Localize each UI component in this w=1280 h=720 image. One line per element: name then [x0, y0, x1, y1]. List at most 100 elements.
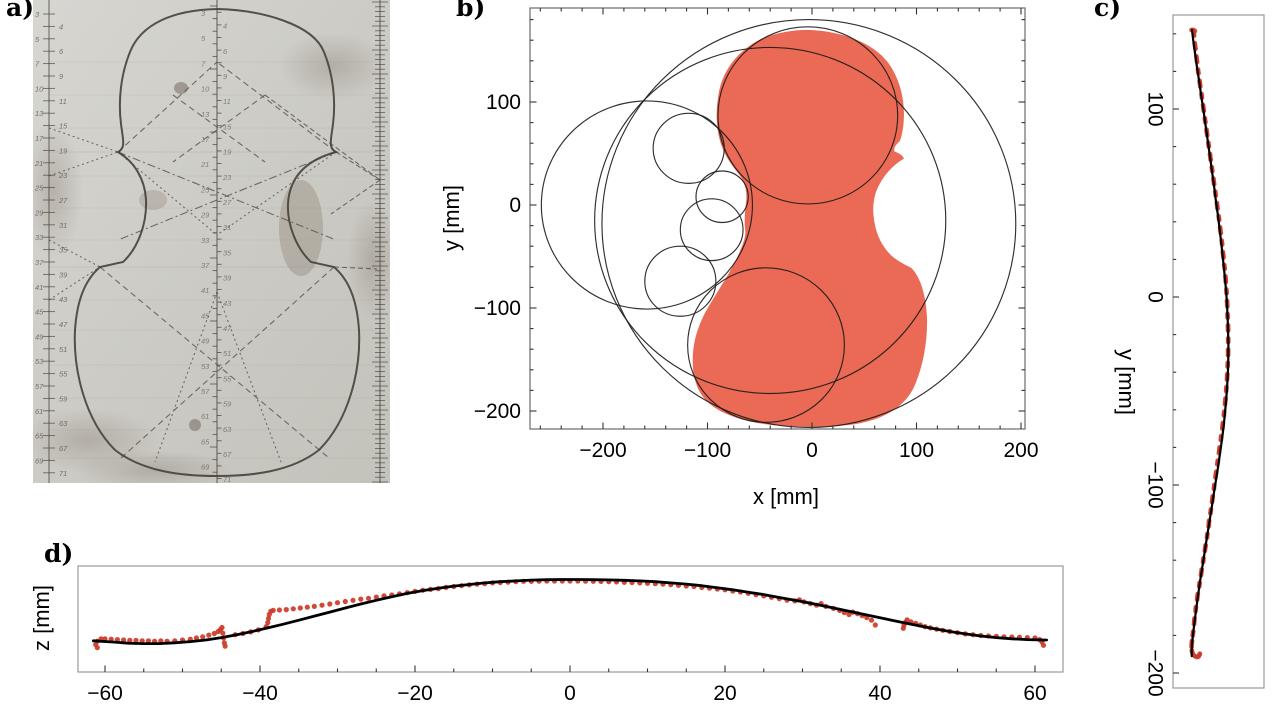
- svg-text:7: 7: [35, 60, 40, 69]
- svg-text:11: 11: [59, 97, 67, 106]
- svg-text:41: 41: [35, 283, 43, 292]
- svg-text:25: 25: [34, 184, 44, 193]
- svg-text:15: 15: [223, 122, 232, 131]
- panel-b-frame: [529, 7, 1026, 430]
- svg-text:−100: −100: [474, 297, 521, 320]
- svg-text:51: 51: [59, 345, 67, 354]
- svg-text:3: 3: [201, 9, 206, 18]
- svg-text:41: 41: [201, 286, 209, 295]
- svg-text:60: 60: [1023, 682, 1046, 705]
- svg-text:21: 21: [34, 159, 43, 168]
- svg-text:40: 40: [868, 682, 891, 705]
- svg-text:0: 0: [1144, 291, 1167, 303]
- ruler-numbers: 3456791011131517192123252729313335373941…: [34, 9, 232, 483]
- panel-b-label: b): [456, 0, 486, 22]
- svg-text:39: 39: [223, 274, 232, 283]
- svg-text:71: 71: [59, 469, 67, 478]
- panel-d-plot: −60 −40 −20 0 20 40 60: [77, 565, 1064, 705]
- svg-text:53: 53: [35, 357, 44, 366]
- svg-text:35: 35: [223, 248, 232, 257]
- circle-construction-geometry: [541, 20, 1015, 428]
- panel-d-data-points: [93, 578, 1047, 651]
- svg-text:23: 23: [58, 171, 68, 180]
- construction-lines: [48, 61, 381, 463]
- svg-text:35: 35: [59, 246, 68, 255]
- svg-text:57: 57: [201, 387, 210, 396]
- svg-text:11: 11: [223, 97, 231, 106]
- svg-text:9: 9: [59, 72, 64, 81]
- svg-text:37: 37: [201, 261, 210, 270]
- svg-text:63: 63: [223, 425, 232, 434]
- svg-text:6: 6: [223, 47, 228, 56]
- svg-text:−100: −100: [684, 439, 731, 462]
- svg-text:10: 10: [201, 85, 210, 94]
- svg-text:25: 25: [200, 185, 210, 194]
- svg-text:4: 4: [59, 22, 63, 31]
- svg-text:63: 63: [59, 419, 68, 428]
- svg-text:71: 71: [223, 475, 231, 483]
- panel-d-ticks: [104, 665, 1036, 672]
- svg-text:23: 23: [222, 173, 232, 182]
- svg-text:−40: −40: [242, 682, 278, 705]
- svg-text:200: 200: [1003, 439, 1038, 462]
- svg-text:55: 55: [223, 374, 232, 383]
- svg-text:100: 100: [1144, 91, 1167, 126]
- svg-text:49: 49: [35, 332, 44, 341]
- svg-text:15: 15: [59, 122, 68, 131]
- svg-text:57: 57: [35, 382, 44, 391]
- svg-text:33: 33: [35, 233, 44, 242]
- svg-text:67: 67: [223, 450, 232, 459]
- panel-c-plot: −200 −100 0 100: [1144, 14, 1265, 697]
- svg-text:69: 69: [201, 463, 210, 472]
- panel-c-frame: [1172, 14, 1265, 689]
- panel-d-tick-labels: −60 −40 −20 0 20 40 60: [87, 682, 1046, 705]
- svg-text:−200: −200: [579, 439, 626, 462]
- svg-text:6: 6: [59, 47, 64, 56]
- svg-text:65: 65: [201, 437, 210, 446]
- panel-a-label: a): [6, 0, 35, 22]
- violin-template-photo: 3456791011131517192123252729313335373941…: [33, 0, 390, 483]
- svg-text:−200: −200: [474, 400, 521, 423]
- panel-c-label: c): [1094, 0, 1122, 22]
- svg-text:27: 27: [58, 196, 68, 205]
- svg-text:51: 51: [223, 349, 231, 358]
- panel-b-plot: −200 −100 0 100 200 −200 −100 0 100: [474, 7, 1039, 462]
- svg-text:59: 59: [59, 394, 68, 403]
- panel-c-tick-labels: −200 −100 0 100: [1144, 91, 1167, 696]
- svg-text:19: 19: [59, 146, 68, 155]
- violin-outline-drawing: [73, 7, 361, 478]
- svg-text:9: 9: [223, 72, 228, 81]
- svg-text:61: 61: [201, 412, 209, 421]
- svg-text:61: 61: [35, 407, 43, 416]
- svg-text:45: 45: [201, 311, 210, 320]
- panel-b-ticks: [530, 8, 1025, 429]
- svg-text:43: 43: [59, 295, 68, 304]
- ruler-scales: [43, 0, 388, 483]
- svg-text:19: 19: [223, 148, 232, 157]
- panel-c-fit-curve: [1190, 28, 1230, 658]
- svg-text:7: 7: [201, 59, 206, 68]
- svg-text:53: 53: [201, 362, 210, 371]
- svg-text:47: 47: [59, 320, 68, 329]
- svg-text:27: 27: [222, 198, 232, 207]
- svg-text:3: 3: [35, 10, 40, 19]
- svg-text:100: 100: [486, 91, 521, 114]
- svg-text:67: 67: [59, 444, 68, 453]
- svg-text:5: 5: [35, 35, 40, 44]
- panel-d-label: d): [44, 539, 74, 568]
- panel-d-fit-curve: [92, 578, 1048, 645]
- svg-text:65: 65: [35, 432, 44, 441]
- svg-text:13: 13: [35, 109, 44, 118]
- svg-text:0: 0: [564, 682, 576, 705]
- svg-text:21: 21: [200, 160, 209, 169]
- svg-text:10: 10: [35, 84, 44, 93]
- svg-text:29: 29: [200, 211, 210, 220]
- panel-c-ticks: [1173, 33, 1179, 674]
- guide-lines: [49, 61, 377, 459]
- svg-text:37: 37: [35, 258, 44, 267]
- svg-text:49: 49: [201, 337, 210, 346]
- svg-text:39: 39: [59, 270, 68, 279]
- svg-text:17: 17: [35, 134, 44, 143]
- svg-text:29: 29: [34, 208, 44, 217]
